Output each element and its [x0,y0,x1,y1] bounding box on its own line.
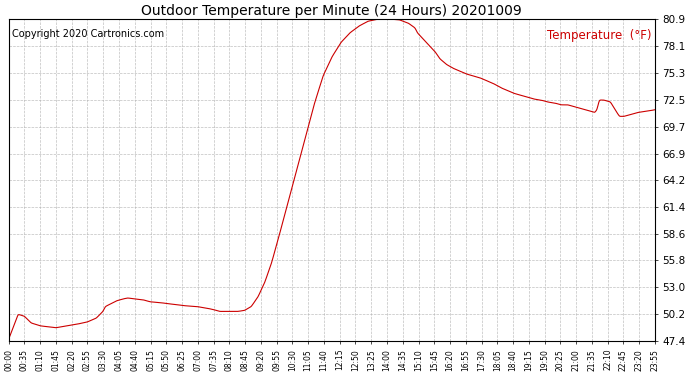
Text: Copyright 2020 Cartronics.com: Copyright 2020 Cartronics.com [12,29,164,39]
Text: Temperature  (°F): Temperature (°F) [547,29,652,42]
Title: Outdoor Temperature per Minute (24 Hours) 20201009: Outdoor Temperature per Minute (24 Hours… [141,4,522,18]
